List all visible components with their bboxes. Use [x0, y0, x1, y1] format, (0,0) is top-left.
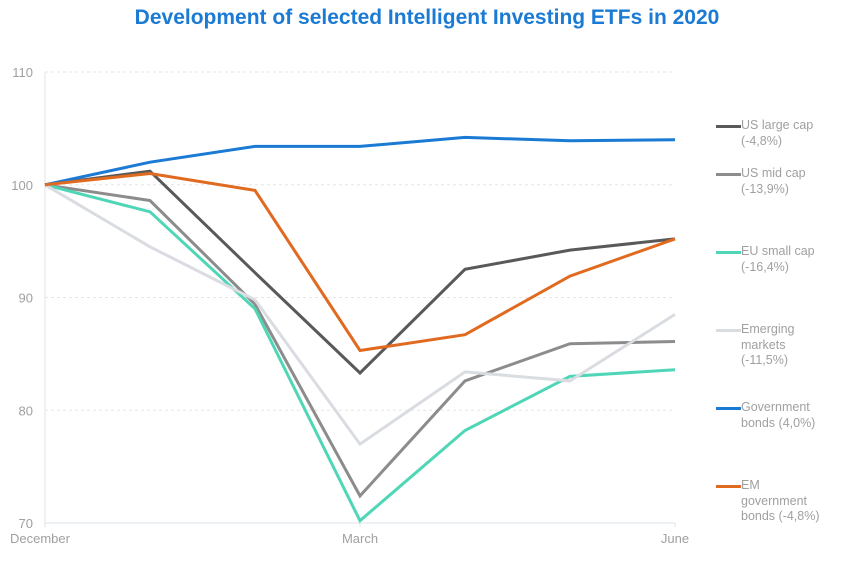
legend-item: Emerging markets (-11,5%)	[716, 322, 851, 369]
chart-title: Development of selected Intelligent Inve…	[134, 6, 720, 29]
legend-label: Emerging markets (-11,5%)	[741, 322, 795, 367]
series-line-us-large-cap	[44, 169, 676, 376]
legend-label: Government bonds (4,0%)	[741, 400, 816, 430]
y-tick-label: 70	[19, 516, 33, 531]
x-axis-ticks: December March June	[10, 523, 689, 546]
legend-label: US large cap (-4,8%)	[741, 118, 814, 148]
series-line-us-mid-cap	[44, 183, 676, 499]
legend-item: EU small cap (-16,4%)	[716, 244, 851, 275]
legend-swatch	[716, 173, 741, 176]
legend-item: Government bonds (4,0%)	[716, 400, 851, 431]
y-tick-label: 100	[11, 178, 33, 193]
series-line-emerging-markets	[44, 183, 676, 447]
y-tick-label: 80	[19, 403, 33, 418]
legend-item: US mid cap (-13,9%)	[716, 166, 851, 197]
legend-item: US large cap (-4,8%)	[716, 118, 851, 149]
series-lines	[44, 135, 676, 524]
legend-swatch	[716, 485, 741, 488]
legend-item: EM government bonds (-4,8%)	[716, 478, 851, 525]
x-tick-label: March	[342, 531, 378, 546]
y-tick-label: 90	[19, 291, 33, 306]
legend-swatch	[716, 125, 741, 128]
legend-swatch	[716, 329, 741, 332]
x-tick-label: December	[10, 531, 71, 546]
legend: US large cap (-4,8%) US mid cap (-13,9%) E…	[716, 0, 854, 565]
y-axis-ticks: 110 100 90 80 70	[11, 65, 33, 531]
y-tick-label: 110	[12, 65, 33, 80]
legend-swatch	[716, 407, 741, 410]
legend-label: US mid cap (-13,9%)	[741, 166, 806, 196]
legend-swatch	[716, 251, 741, 254]
grid-lines	[44, 71, 675, 524]
legend-label: EU small cap (-16,4%)	[741, 244, 815, 274]
series-line-government-bonds	[44, 135, 676, 187]
legend-label: EM government bonds (-4,8%)	[741, 478, 820, 523]
x-tick-label: June	[661, 531, 689, 546]
series-line-em-government-bonds	[44, 171, 676, 353]
series-line-eu-small-cap	[44, 183, 676, 524]
